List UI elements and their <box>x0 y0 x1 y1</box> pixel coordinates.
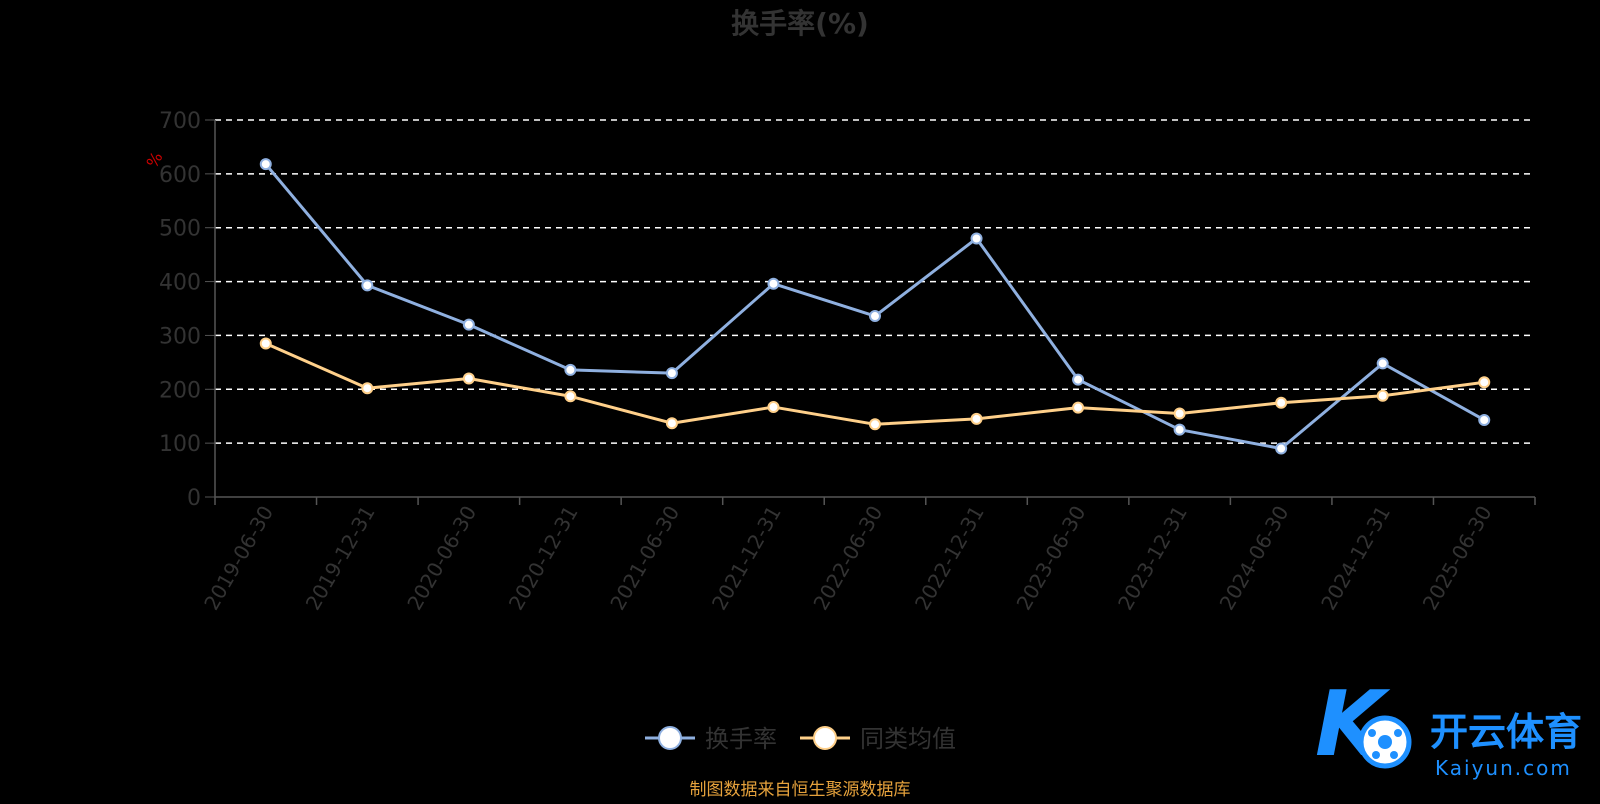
data-point[interactable] <box>767 277 780 290</box>
data-point[interactable] <box>1072 373 1085 386</box>
series-line <box>264 163 1485 451</box>
series-line <box>265 342 1485 426</box>
x-tick-label: 2024-12-31 <box>1316 502 1395 615</box>
x-tick-label: 2021-12-31 <box>707 502 786 615</box>
data-point[interactable] <box>1376 389 1389 402</box>
series-1 <box>259 158 1491 455</box>
x-tick-label: 2021-06-30 <box>605 502 684 615</box>
grid-lines <box>215 119 1535 444</box>
data-point[interactable] <box>1275 396 1288 409</box>
x-tick-label: 2024-06-30 <box>1215 502 1294 615</box>
x-tick-label: 2025-06-30 <box>1418 502 1497 615</box>
data-point[interactable] <box>869 418 881 431</box>
x-tick-label: 2022-12-31 <box>910 502 989 615</box>
series-2 <box>259 337 1491 431</box>
legend-label: 同类均值 <box>860 725 956 753</box>
data-point[interactable] <box>1072 401 1085 414</box>
x-tick-label: 2019-06-30 <box>199 502 278 615</box>
chart-title: 换手率(%) <box>731 7 869 40</box>
axes: 0 100 200 300 400 500 600 700 2019-06-30 2019-12-… <box>159 109 1536 615</box>
data-point[interactable] <box>1173 423 1186 436</box>
series-group <box>259 158 1491 455</box>
watermark-logo: K 开云体育 Kaiyun.com <box>1315 672 1582 780</box>
y-tick-label: 100 <box>159 432 201 457</box>
x-tick-label: 2020-06-30 <box>402 502 481 615</box>
x-tick-label: 2019-12-31 <box>301 502 380 615</box>
source-note: 制图数据来自恒生聚源数据库 <box>690 780 911 800</box>
data-point[interactable] <box>1478 376 1491 389</box>
data-point[interactable] <box>970 232 983 245</box>
data-point[interactable] <box>462 372 475 385</box>
legend-item[interactable]: 换手率 <box>645 725 777 753</box>
y-tick-label: 200 <box>159 378 201 403</box>
data-point[interactable] <box>1275 442 1288 455</box>
y-tick-label: 500 <box>159 217 201 242</box>
data-point[interactable] <box>665 367 678 380</box>
data-point[interactable] <box>665 417 678 430</box>
data-point[interactable] <box>1376 357 1389 370</box>
y-tick-label: 0 <box>187 486 201 511</box>
watermark-text: 开云体育 <box>1430 710 1582 754</box>
data-point[interactable] <box>361 279 374 292</box>
data-point[interactable] <box>767 401 780 414</box>
data-point[interactable] <box>564 390 577 403</box>
legend-item[interactable]: 同类均值 <box>800 725 956 753</box>
y-tick-label: 400 <box>159 271 201 296</box>
legend[interactable]: 换手率 同类均值 <box>645 725 956 753</box>
data-point[interactable] <box>259 337 272 350</box>
legend-marker-icon <box>813 726 837 750</box>
x-tick-label: 2022-06-30 <box>808 502 887 615</box>
x-tick-label: 2020-12-31 <box>504 502 583 615</box>
x-tick-label: 2023-12-31 <box>1113 502 1192 615</box>
data-point[interactable] <box>970 412 983 425</box>
data-point[interactable] <box>1173 407 1186 420</box>
data-point[interactable] <box>1478 413 1491 426</box>
data-point[interactable] <box>462 318 475 331</box>
x-tick-label: 2023-06-30 <box>1012 502 1091 615</box>
legend-label: 换手率 <box>705 725 777 753</box>
legend-marker-icon <box>658 726 682 750</box>
y-tick-label: 700 <box>159 109 201 134</box>
y-tick-label: 600 <box>159 163 201 188</box>
watermark-sub: Kaiyun.com <box>1435 756 1572 780</box>
data-point[interactable] <box>259 158 272 171</box>
data-point[interactable] <box>361 382 374 395</box>
data-point[interactable] <box>564 363 577 376</box>
data-point[interactable] <box>869 310 881 323</box>
kaiyun-logo-icon: K <box>1315 672 1412 777</box>
y-tick-label: 300 <box>159 324 201 349</box>
